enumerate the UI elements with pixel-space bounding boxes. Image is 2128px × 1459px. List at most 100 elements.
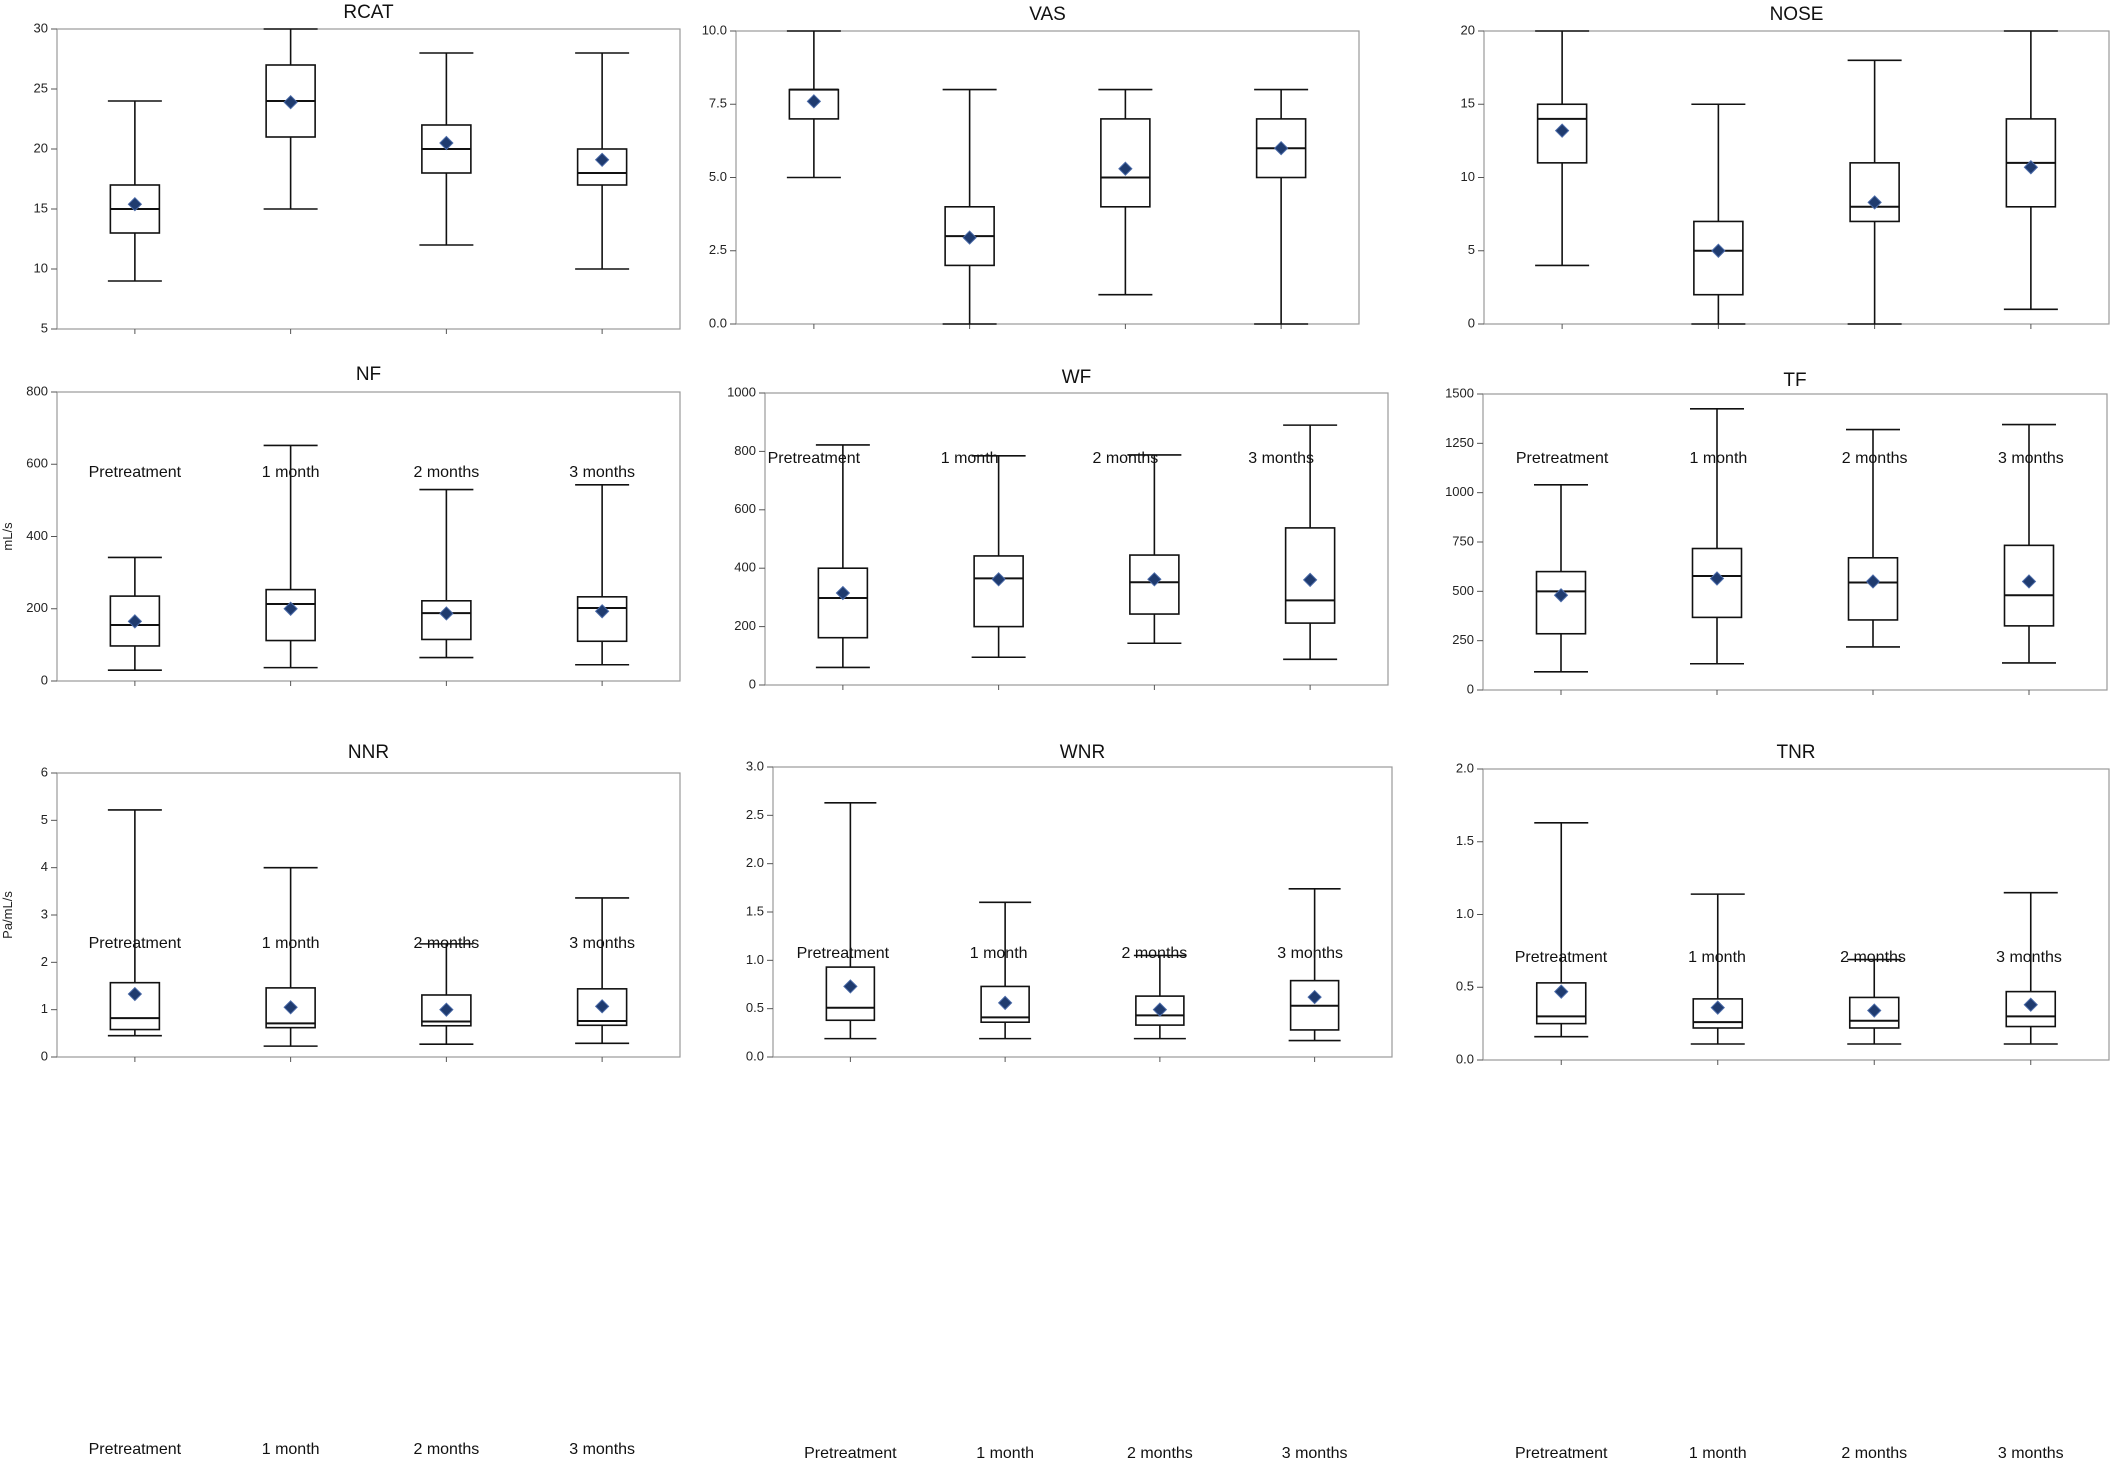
box-0 (107, 809, 162, 1037)
box-2 (1847, 958, 1902, 1045)
y-tick-label: 10.0 (702, 22, 727, 37)
category-label: 1 month (941, 450, 999, 467)
panel-vas: VAS 0.0 2.5 5.0 7.5 10.0 Pretreatment 1 month 2 … (702, 4, 1360, 467)
category-label: 1 month (1689, 1445, 1747, 1459)
box-1 (979, 901, 1032, 1040)
box-3 (2003, 891, 2058, 1045)
category-label: 3 months (1277, 945, 1343, 962)
mean-marker (594, 999, 610, 1014)
category-label: 3 months (1282, 1445, 1348, 1459)
box-1 (1691, 103, 1746, 325)
category-label: 3 months (569, 464, 635, 481)
panel-nose: NOSE 0 5 10 15 20 Pretreatment 1 month 2 months 3… (1461, 4, 2110, 467)
y-tick-label: 10 (34, 260, 48, 275)
category-label: 2 months (1121, 945, 1187, 962)
panel-title: WNR (1060, 742, 1105, 763)
mean-marker (127, 196, 143, 212)
box-3 (575, 897, 630, 1045)
mean-marker (1554, 123, 1570, 138)
y-tick-label: 1.0 (746, 952, 764, 967)
y-tick-label: 500 (1452, 583, 1474, 598)
y-tick-label: 800 (734, 443, 756, 458)
box-3 (575, 484, 630, 666)
category-label: 2 months (413, 464, 479, 481)
y-tick-label: 2 (41, 954, 48, 969)
mean-marker (962, 230, 977, 245)
y-tick-label: 0.5 (1456, 979, 1474, 994)
mean-marker (1553, 588, 1569, 603)
y-tick-label: 2.0 (1456, 760, 1474, 775)
box-3 (1288, 887, 1341, 1042)
mean-marker (127, 986, 143, 1002)
y-tick-label: 3 (41, 906, 48, 921)
mean-marker (594, 152, 610, 168)
mean-marker (843, 979, 858, 994)
mean-marker (1273, 140, 1289, 156)
panel-title: TNR (1776, 742, 1815, 763)
box-2 (1098, 88, 1153, 296)
mean-marker (2021, 574, 2037, 589)
panel-title: RCAT (343, 2, 394, 23)
box-1 (263, 28, 318, 210)
mean-marker (997, 995, 1013, 1011)
y-tick-label: 20 (34, 140, 48, 155)
mean-marker (1302, 572, 1318, 588)
y-tick-label: 0 (749, 676, 756, 691)
y-tick-label: 5 (41, 812, 48, 827)
mean-marker (1711, 243, 1726, 258)
iqr-box (1535, 570, 1587, 635)
mean-marker (991, 572, 1006, 587)
mean-marker (2023, 997, 2038, 1012)
category-label: 3 months (1248, 450, 1314, 467)
y-tick-label: 30 (34, 20, 48, 35)
y-tick-label: 1000 (727, 384, 756, 399)
mean-marker (1867, 195, 1882, 210)
mean-marker (2023, 160, 2039, 175)
mean-marker (1709, 571, 1725, 586)
iqr-box (1693, 220, 1744, 296)
panel-tf: TF 0 250 500 750 1000 1250 1500 Pretreatment 1 mo… (1445, 370, 2108, 966)
category-label: Pretreatment (1516, 450, 1609, 467)
plot-frame (764, 392, 1389, 686)
panel-nnr: NNR 0 1 2 3 4 5 6 Pa/mL/s Pretreatment 1 month 2 mo… (0, 742, 681, 1458)
y-tick-label: 5 (41, 320, 48, 335)
y-tick-label: 2.0 (746, 855, 764, 870)
mean-marker (283, 94, 298, 110)
y-tick-label: 2.5 (709, 242, 727, 257)
box-1 (263, 866, 318, 1047)
category-label: 3 months (1998, 450, 2064, 467)
mean-marker (439, 1002, 454, 1017)
y-tick-label: 10 (1461, 169, 1475, 184)
y-tick-label: 0.0 (1456, 1051, 1474, 1066)
y-tick-label: 3.0 (746, 758, 764, 773)
category-label: 2 months (1840, 949, 1906, 966)
y-tick-label: 2.5 (746, 807, 764, 822)
mean-marker (594, 604, 610, 619)
y-tick-label: 1.5 (1456, 833, 1474, 848)
panel-wnr: WNR 0.0 0.5 1.0 1.5 2.0 2.5 3.0 Pretreatment 1 mo… (746, 742, 1393, 1459)
panel-title: TF (1783, 370, 1806, 391)
box-3 (1283, 424, 1338, 661)
box-1 (1690, 893, 1745, 1045)
y-tick-label: 15 (34, 200, 48, 215)
mean-marker (283, 601, 298, 616)
y-tick-label: 0.0 (709, 315, 727, 330)
panel-title: NNR (348, 742, 389, 763)
panel-title: VAS (1029, 4, 1066, 25)
y-tick-label: 25 (34, 80, 48, 95)
iqr-box (1849, 162, 1900, 223)
y-axis-label: Pa/mL/s (0, 891, 15, 939)
mean-marker (439, 135, 454, 151)
y-tick-label: 600 (734, 501, 756, 516)
mean-marker (127, 614, 143, 629)
mean-marker (1147, 572, 1162, 587)
box-3 (1254, 88, 1309, 325)
mean-marker (835, 585, 851, 601)
mean-marker (283, 1000, 298, 1015)
panel-title: NF (356, 364, 381, 385)
box-0 (824, 801, 877, 1040)
category-label: 3 months (1998, 1445, 2064, 1459)
